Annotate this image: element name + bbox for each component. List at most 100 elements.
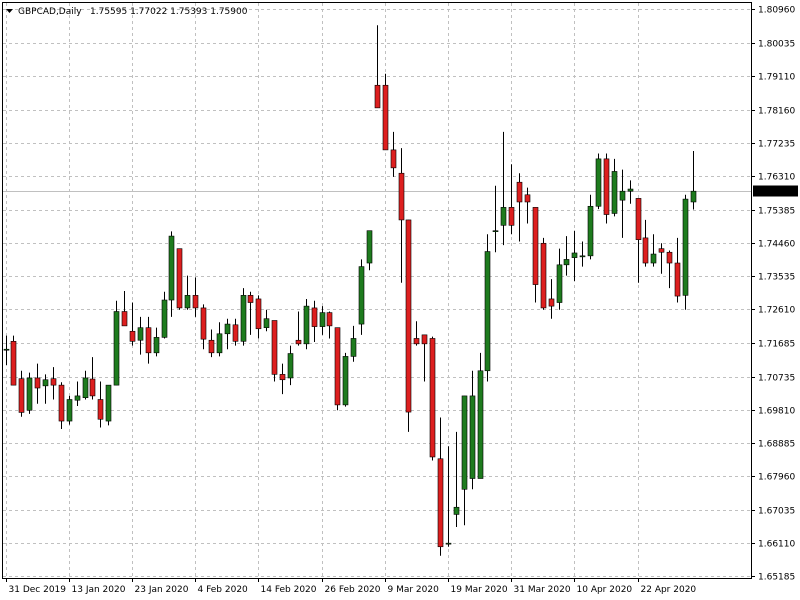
candle-body	[658, 248, 665, 253]
candle-body	[224, 323, 231, 335]
candle	[3, 335, 10, 366]
candle-body	[405, 219, 412, 413]
candle-body	[200, 307, 207, 340]
candle	[350, 325, 357, 362]
candle-body	[10, 341, 17, 386]
candle	[263, 309, 270, 332]
candle-body	[263, 318, 270, 328]
candle-body	[619, 190, 626, 201]
candle-body	[524, 194, 531, 203]
y-tick-label: 1.68885	[758, 440, 795, 450]
ohlc-values: 1.75595 1.77022 1.75393 1.75900	[90, 7, 248, 17]
x-tick-label: 22 Apr 2020	[641, 585, 697, 595]
candle	[469, 370, 476, 490]
candle	[232, 318, 239, 346]
candle	[524, 187, 531, 224]
x-tick-label: 13 Jan 2020	[72, 585, 126, 595]
candle	[453, 431, 460, 528]
candle	[121, 291, 128, 327]
symbol-label: GBPCAD,Daily	[18, 7, 82, 17]
candle-body	[421, 334, 428, 345]
candle-body	[319, 312, 326, 327]
candle	[666, 250, 673, 289]
candle-body	[461, 395, 468, 490]
y-tick-label: 1.77235	[758, 140, 795, 150]
candle	[18, 370, 25, 417]
candle	[540, 237, 547, 310]
candle-body	[532, 207, 539, 285]
candle	[42, 374, 49, 404]
candle-body	[508, 207, 515, 226]
candle	[579, 241, 586, 267]
candle-body	[74, 395, 81, 401]
y-tick-label: 1.67960	[758, 473, 795, 483]
chart-header: GBPCAD,Daily 1.75595 1.77022 1.75393 1.7…	[6, 7, 248, 17]
candle-body	[18, 378, 25, 413]
candle-body	[540, 242, 547, 309]
candle-body	[587, 205, 594, 257]
x-tick-label: 31 Dec 2019	[9, 585, 67, 595]
candle-body	[58, 384, 65, 422]
candle	[484, 234, 491, 382]
candle	[224, 318, 231, 350]
candle	[287, 345, 294, 386]
candle-body	[105, 384, 112, 422]
candle-body	[650, 253, 657, 264]
candle	[445, 446, 452, 547]
y-tick-label: 1.74460	[758, 240, 795, 250]
candle	[358, 259, 365, 335]
x-tick-label: 4 Feb 2020	[198, 585, 249, 595]
candle-body	[579, 255, 586, 258]
candle	[303, 298, 310, 350]
candle-body	[642, 237, 649, 264]
candle	[690, 150, 697, 210]
candle	[97, 381, 104, 428]
y-tick-label: 1.75385	[758, 207, 795, 217]
candle-body	[469, 395, 476, 479]
candle	[500, 131, 507, 246]
candle-body	[516, 181, 523, 203]
candle-body	[413, 338, 420, 345]
candle-body	[666, 251, 673, 264]
candle-body	[366, 230, 373, 264]
candle-body	[563, 259, 570, 266]
candle	[587, 194, 594, 260]
x-tick-label: 19 Mar 2020	[451, 585, 508, 595]
candle	[26, 372, 33, 414]
x-tick-label: 14 Feb 2020	[261, 585, 317, 595]
candle-body	[168, 235, 175, 301]
x-tick-label: 10 Apr 2020	[577, 585, 633, 595]
candle	[611, 158, 618, 217]
candle-body	[429, 338, 436, 458]
candle-body	[121, 311, 128, 327]
candle	[255, 295, 262, 339]
candle-body	[326, 312, 333, 327]
triangle-down-icon[interactable]	[6, 9, 13, 13]
candle-body	[311, 307, 318, 327]
candle-body	[89, 378, 96, 397]
candle-body	[66, 399, 73, 422]
candle-body	[295, 339, 302, 345]
y-tick-label: 1.72610	[758, 306, 795, 316]
candle	[74, 381, 81, 406]
candle	[295, 311, 302, 346]
candle	[398, 148, 405, 283]
x-tick-label: 23 Jan 2020	[135, 585, 189, 595]
candle	[516, 173, 523, 242]
candle-body	[184, 295, 191, 309]
candle-body	[82, 377, 89, 399]
x-tick-label: 26 Feb 2020	[325, 585, 381, 595]
candle	[674, 237, 681, 303]
candle	[619, 169, 626, 238]
candle	[650, 234, 657, 267]
candle	[240, 288, 247, 346]
candle-body	[176, 248, 183, 309]
candle	[176, 248, 183, 310]
candle-body	[477, 370, 484, 479]
candle-body	[437, 458, 444, 548]
candle	[326, 311, 333, 339]
candle	[405, 219, 412, 432]
candle-body	[595, 158, 602, 207]
candle-body	[342, 356, 349, 406]
